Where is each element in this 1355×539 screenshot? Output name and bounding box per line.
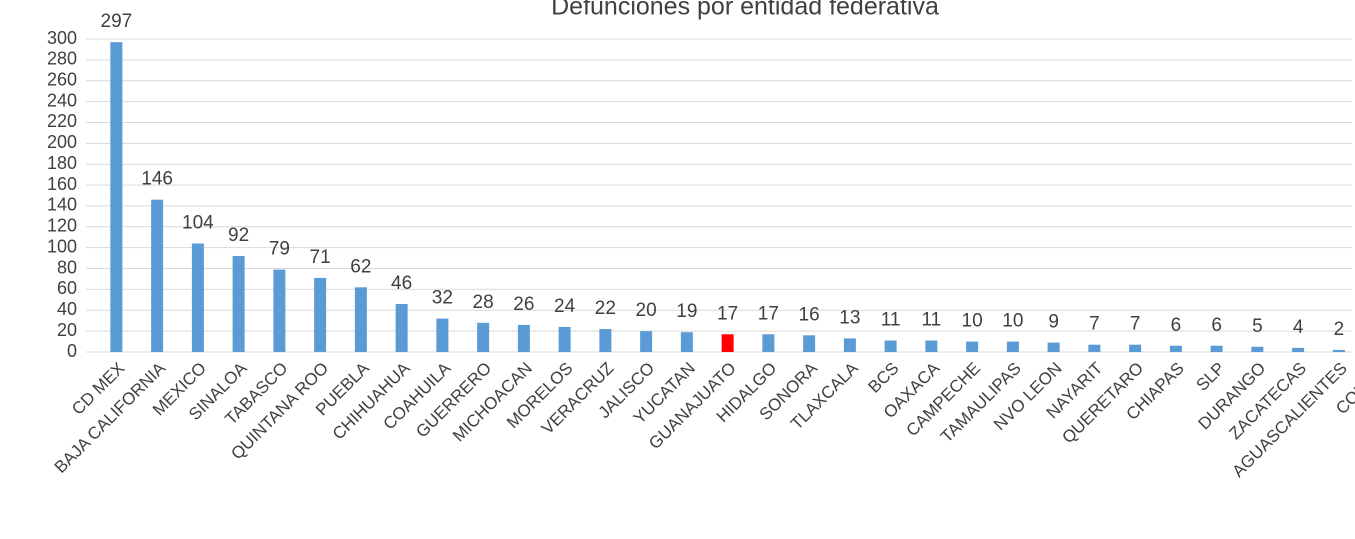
data-label: 146 xyxy=(141,169,173,190)
bar xyxy=(110,42,123,352)
bar xyxy=(477,322,490,352)
bar xyxy=(314,277,327,352)
data-label: 297 xyxy=(101,11,133,32)
data-label: 10 xyxy=(962,311,983,332)
data-label: 22 xyxy=(595,298,616,319)
data-label: 62 xyxy=(350,256,371,277)
y-tick-label: 20 xyxy=(57,320,77,340)
y-tick-label: 180 xyxy=(47,153,77,173)
data-label: 16 xyxy=(799,304,820,325)
data-label: 92 xyxy=(228,225,249,246)
chart-title: Defunciones por entidad federativa xyxy=(551,0,939,21)
bar xyxy=(191,243,204,352)
data-label: 71 xyxy=(310,247,331,268)
data-label: 6 xyxy=(1211,315,1222,336)
data-label: 79 xyxy=(269,239,290,260)
bar xyxy=(395,304,408,352)
x-tick-label: SLP xyxy=(1192,359,1228,395)
bar xyxy=(1292,347,1305,352)
bar xyxy=(517,324,530,352)
data-label: 26 xyxy=(513,294,534,315)
y-tick-label: 220 xyxy=(47,111,77,131)
y-tick-label: 200 xyxy=(47,132,77,152)
data-label: 28 xyxy=(473,292,494,313)
y-tick-label: 100 xyxy=(47,236,77,256)
data-label: 9 xyxy=(1048,312,1059,333)
y-tick-label: 300 xyxy=(47,28,77,48)
bar xyxy=(151,199,164,352)
data-label: 20 xyxy=(636,300,657,321)
bar xyxy=(1047,342,1060,352)
bar xyxy=(1169,345,1182,352)
bar xyxy=(1332,349,1345,352)
data-label: 7 xyxy=(1089,314,1100,335)
y-tick-label: 240 xyxy=(47,90,77,110)
data-label: 6 xyxy=(1171,315,1182,336)
y-tick-label: 0 xyxy=(67,341,77,361)
bar xyxy=(680,332,693,352)
data-label: 32 xyxy=(432,288,453,309)
data-label: 19 xyxy=(676,301,697,322)
bar xyxy=(640,331,653,352)
bar xyxy=(232,256,245,352)
y-tick-label: 140 xyxy=(47,195,77,215)
data-label: 17 xyxy=(758,303,779,324)
bar xyxy=(925,340,938,352)
data-label: 5 xyxy=(1252,316,1263,337)
data-label: 2 xyxy=(1334,319,1345,340)
bar xyxy=(273,269,286,352)
data-label: 17 xyxy=(717,303,738,324)
data-label: 11 xyxy=(881,310,901,331)
bar xyxy=(884,340,897,352)
data-label: 24 xyxy=(554,296,576,317)
bar xyxy=(1006,341,1019,352)
bar xyxy=(1210,345,1223,352)
bar xyxy=(599,329,612,352)
y-tick-label: 160 xyxy=(47,174,77,194)
data-label: 4 xyxy=(1293,317,1304,338)
data-label: 11 xyxy=(922,310,942,331)
y-tick-label: 60 xyxy=(57,278,77,298)
data-label: 104 xyxy=(182,213,214,234)
data-label: 46 xyxy=(391,273,412,294)
bar xyxy=(1251,346,1264,352)
y-tick-label: 40 xyxy=(57,299,77,319)
bar xyxy=(1088,344,1101,352)
y-tick-label: 80 xyxy=(57,257,77,277)
bar xyxy=(436,318,449,352)
bar xyxy=(803,335,816,352)
data-label: 13 xyxy=(839,307,860,328)
bar xyxy=(354,287,367,352)
data-label: 7 xyxy=(1130,314,1141,335)
bar xyxy=(1129,344,1142,352)
y-tick-label: 260 xyxy=(47,69,77,89)
bar xyxy=(558,326,571,352)
y-tick-label: 120 xyxy=(47,216,77,236)
y-tick-label: 280 xyxy=(47,49,77,69)
bar xyxy=(721,334,734,352)
bar xyxy=(762,334,775,352)
bar xyxy=(843,338,856,352)
bar xyxy=(966,341,979,352)
data-label: 10 xyxy=(1002,311,1023,332)
